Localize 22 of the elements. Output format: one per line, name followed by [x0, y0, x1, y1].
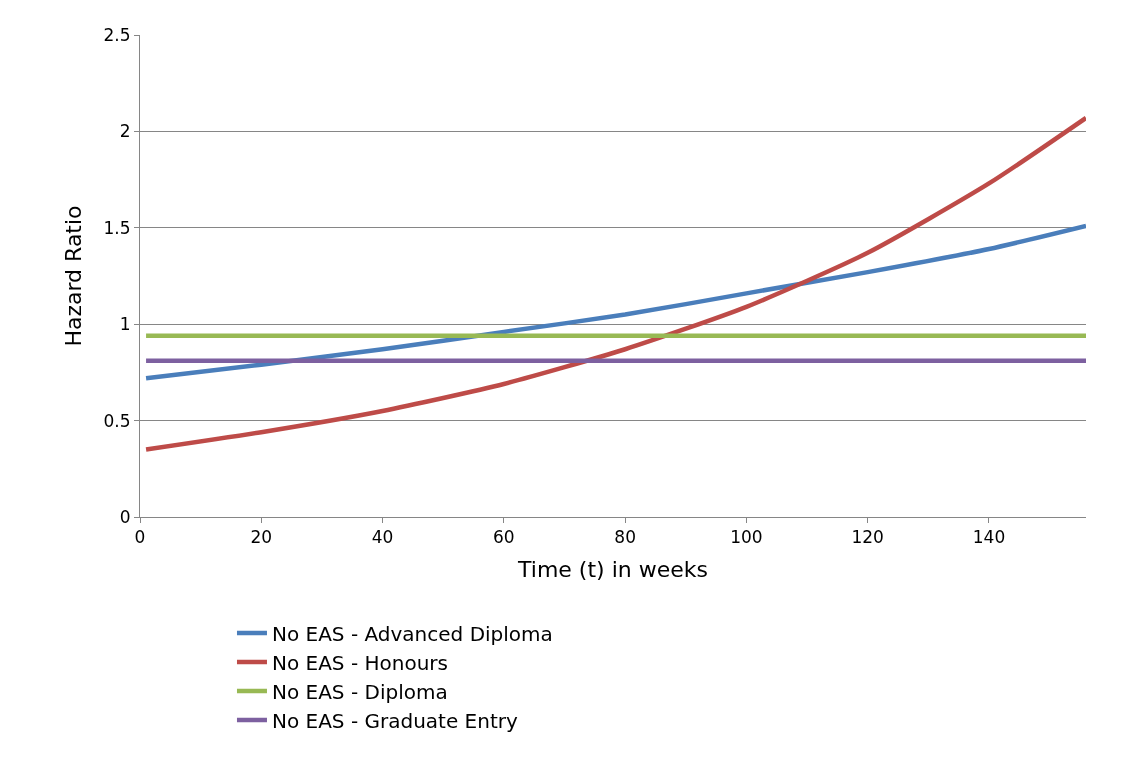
y-tick-label: 0	[119, 506, 131, 527]
y-tick-label: 1.5	[103, 217, 131, 238]
x-tick-label: 100	[730, 527, 763, 548]
line-series	[143, 115, 1086, 452]
legend-label: No EAS - Graduate Entry	[271, 708, 518, 733]
x-tick-label: 140	[972, 527, 1006, 548]
y-tick-label: 0.5	[103, 410, 131, 431]
y-tick-label: 1	[119, 314, 131, 335]
line-series	[143, 223, 1086, 381]
x-tick-label: 20	[250, 527, 273, 548]
x-tick-label: 60	[493, 527, 515, 548]
x-tick-label: 80	[614, 527, 636, 548]
x-axis-title: Time (t) in weeks	[517, 557, 708, 583]
legend-label: No EAS - Advanced Diploma	[271, 621, 553, 646]
legend-label: No EAS - Diploma	[271, 679, 448, 704]
y-tick-label: 2	[119, 121, 131, 142]
y-axis-title: Hazard Ratio	[61, 205, 87, 347]
x-tick-label: 120	[851, 527, 884, 548]
legend-label: No EAS - Honours	[271, 650, 448, 675]
x-tick-label: 0	[134, 527, 146, 548]
x-tick-label: 40	[371, 527, 394, 548]
y-tick-label: 2.5	[103, 24, 131, 45]
